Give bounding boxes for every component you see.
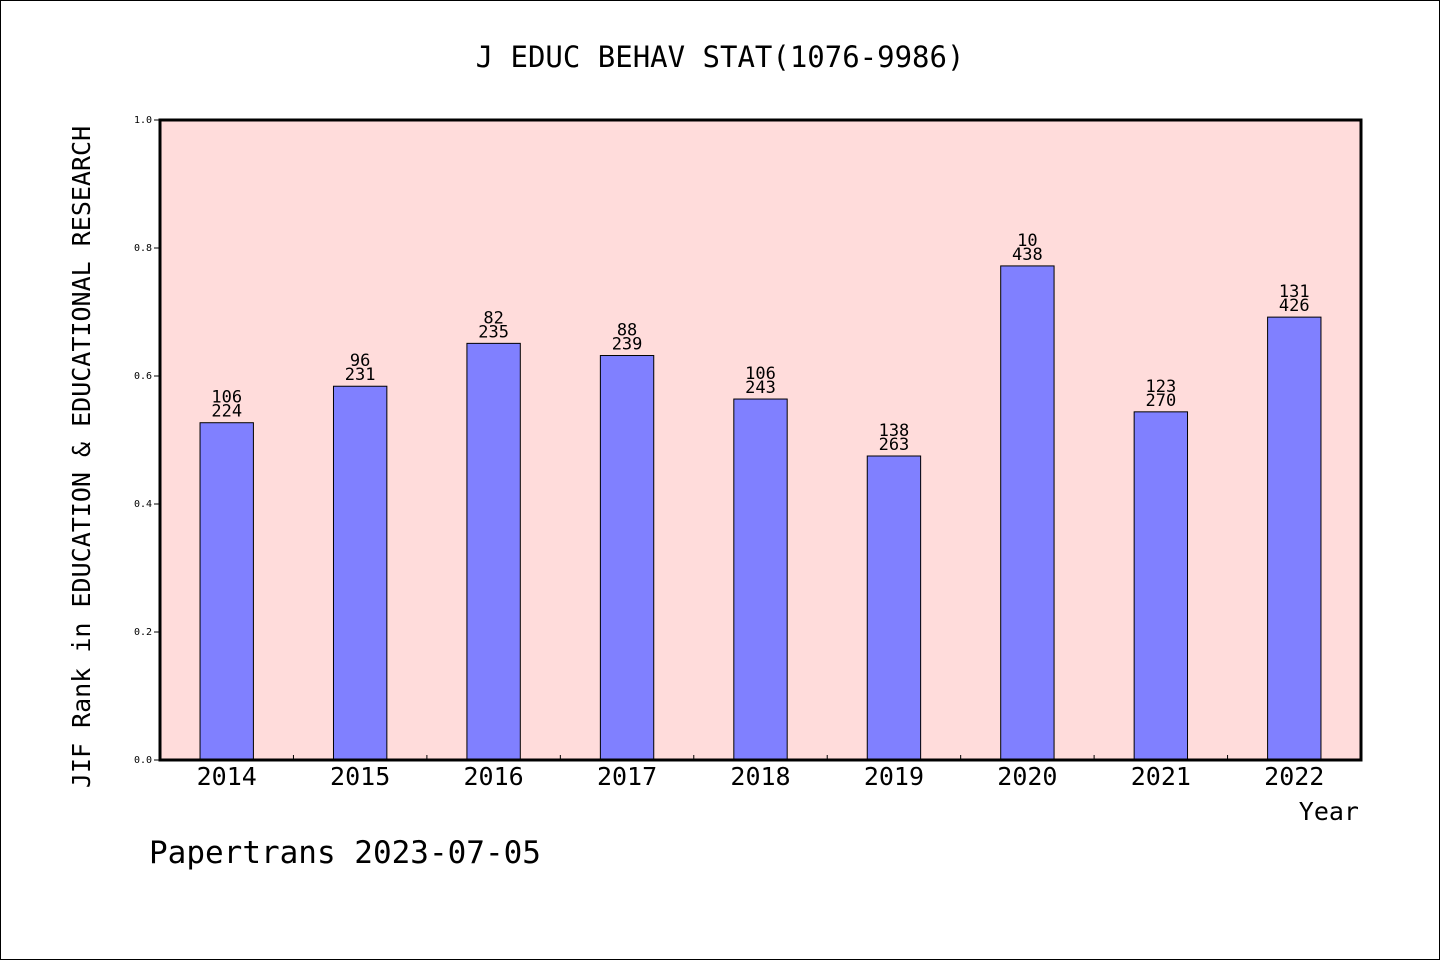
bar-rank-label: 138	[879, 421, 910, 441]
x-tick-label: 2019	[864, 762, 924, 791]
bar-total-label: 438	[1012, 245, 1043, 265]
x-tick-label: 2015	[330, 762, 390, 791]
bar-rank-label: 123	[1145, 377, 1176, 397]
bar-rank-label: 106	[211, 388, 242, 408]
bar-rank-label: 10	[1017, 231, 1037, 251]
bar-2019	[866, 455, 922, 761]
x-tick-label: 2022	[1264, 762, 1324, 791]
bar-rank-label: 106	[745, 364, 776, 384]
y-axis: 0.0 0.2 0.4 0.6 0.8 1.0	[134, 115, 160, 766]
chart-title: J EDUC BEHAV STAT(1076-9986)	[476, 40, 965, 74]
x-tick-label: 2018	[730, 762, 790, 791]
bar-total-label: 426	[1279, 296, 1310, 316]
y-axis-label: JIF Rank in EDUCATION & EDUCATIONAL RESE…	[67, 126, 96, 788]
plot-border	[158, 118, 1363, 762]
y-tick-label: 0.0	[134, 755, 152, 766]
y-tick-label: 0.2	[134, 627, 152, 638]
bar-rank-label: 96	[350, 351, 370, 371]
bar-total-label: 263	[879, 435, 910, 455]
bar-total-label: 239	[612, 335, 643, 355]
bar-rank-label: 88	[617, 321, 637, 341]
bar-total-label: 235	[478, 322, 509, 342]
bar-total-label: 224	[211, 402, 242, 422]
bars-group	[199, 265, 1322, 761]
bar-2016	[466, 342, 521, 761]
bar-2018	[733, 398, 788, 761]
bar-rank-label: 131	[1279, 282, 1310, 302]
bar-rank-label: 82	[483, 308, 503, 328]
y-tick-label: 0.8	[134, 243, 152, 254]
x-tick-label: 2017	[597, 762, 657, 791]
bar-2014	[199, 422, 254, 761]
x-tick-label: 2016	[464, 762, 524, 791]
x-tick-label: 2021	[1131, 762, 1191, 791]
bar-2017	[599, 355, 655, 761]
footer-credit: Papertrans 2023-07-05	[149, 835, 541, 871]
x-tick-label: 2020	[997, 762, 1057, 791]
bar-2022	[1267, 316, 1322, 761]
bar-total-label: 231	[345, 365, 376, 385]
x-axis: 2014 2015 2016 2017 2018 2019 2020 2021 2022	[197, 755, 1324, 791]
y-tick-label: 1.0	[134, 115, 152, 126]
bar-total-label: 243	[745, 378, 776, 398]
bar-total-label: 270	[1145, 391, 1176, 411]
bar-2020	[1000, 265, 1055, 761]
y-tick-label: 0.6	[134, 371, 152, 382]
x-tick-label: 2014	[197, 762, 257, 791]
x-axis-label: Year	[1299, 797, 1359, 826]
bar-2015	[332, 385, 388, 761]
y-tick-label: 0.4	[134, 499, 152, 510]
bar-2021	[1133, 411, 1189, 761]
